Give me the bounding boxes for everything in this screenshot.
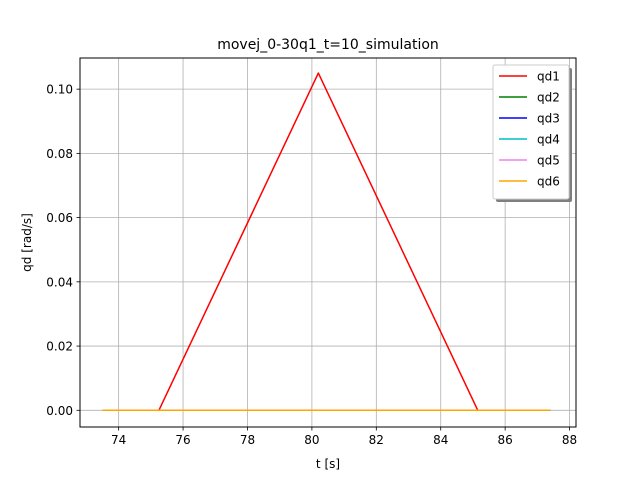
y-tick-label: 0.02: [46, 340, 73, 354]
legend-label-qd1: qd1: [537, 70, 560, 84]
legend: qd1 qd2 qd3 qd4 qd5 qd6: [492, 64, 572, 202]
y-tick-label: 0.00: [46, 404, 73, 418]
y-tick-label: 0.10: [46, 83, 73, 97]
x-tick-label: 84: [433, 433, 448, 447]
series-lines: [102, 72, 551, 412]
plot-frame: [79, 57, 577, 428]
grid: [80, 58, 576, 427]
legend-box: [492, 64, 570, 200]
legend-label-qd6: qd6: [537, 175, 560, 189]
x-tick-label: 88: [562, 433, 577, 447]
chart-title: movej_0-30q1_t=10_simulation: [217, 37, 439, 53]
legend-label-qd3: qd3: [537, 112, 560, 126]
x-tick-label: 80: [304, 433, 319, 447]
x-tick-label: 74: [111, 433, 126, 447]
legend-label-qd2: qd2: [537, 91, 560, 105]
y-axis-ticks: 0.00 0.02 0.04 0.06 0.08 0.10: [46, 83, 80, 418]
x-tick-label: 78: [240, 433, 255, 447]
x-axis-label: t [s]: [316, 457, 340, 471]
y-tick-label: 0.04: [46, 275, 73, 289]
x-axis-ticks: 74 76 78 80 82 84 86 88: [111, 427, 577, 447]
y-tick-label: 0.06: [46, 211, 73, 225]
legend-label-qd4: qd4: [537, 133, 560, 147]
x-tick-label: 82: [369, 433, 384, 447]
legend-label-qd5: qd5: [537, 154, 560, 168]
x-tick-label: 86: [498, 433, 513, 447]
y-axis-label: qd [rad/s]: [20, 213, 34, 272]
x-tick-label: 76: [175, 433, 190, 447]
y-tick-label: 0.08: [46, 147, 73, 161]
